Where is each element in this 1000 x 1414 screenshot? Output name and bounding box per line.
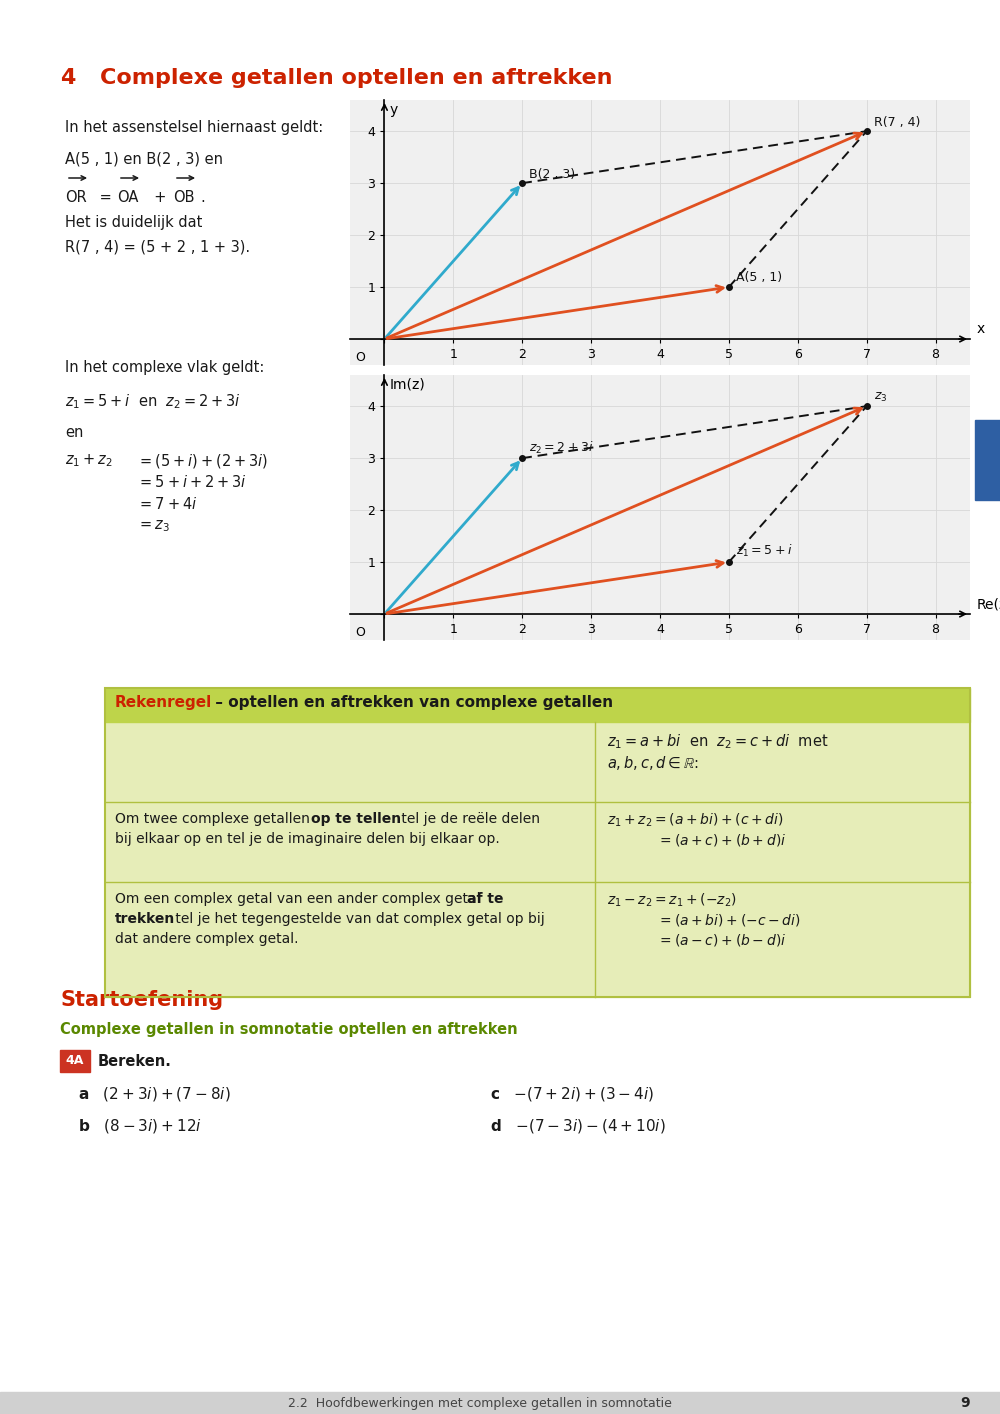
Text: O: O bbox=[355, 351, 365, 363]
Text: Startoefening: Startoefening bbox=[60, 990, 223, 1010]
Text: $\mathbf{d}$   $-(7 - 3i) - (4 + 10i)$: $\mathbf{d}$ $-(7 - 3i) - (4 + 10i)$ bbox=[490, 1117, 666, 1135]
Text: $= 7 + 4i$: $= 7 + 4i$ bbox=[137, 496, 198, 512]
Text: Complexe getallen in somnotatie optellen en aftrekken: Complexe getallen in somnotatie optellen… bbox=[60, 1022, 518, 1036]
Text: O: O bbox=[355, 626, 365, 639]
Bar bbox=[105, 723, 970, 997]
Text: OR: OR bbox=[65, 189, 87, 205]
Text: B(2 , 3): B(2 , 3) bbox=[529, 167, 575, 181]
Text: Het is duidelijk dat: Het is duidelijk dat bbox=[65, 215, 202, 230]
Text: $= z_3$: $= z_3$ bbox=[137, 518, 170, 533]
Text: $z_1 = a + bi$  en  $z_2 = c + di$  met: $z_1 = a + bi$ en $z_2 = c + di$ met bbox=[607, 732, 829, 751]
Text: y: y bbox=[390, 103, 398, 116]
Text: $z_1 + z_2$: $z_1 + z_2$ bbox=[65, 452, 113, 468]
Text: $\mathbf{b}$   $(8 - 3i) + 12i$: $\mathbf{b}$ $(8 - 3i) + 12i$ bbox=[78, 1117, 202, 1135]
Text: $z_3$: $z_3$ bbox=[874, 390, 887, 403]
Text: In het assenstelsel hiernaast geldt:: In het assenstelsel hiernaast geldt: bbox=[65, 120, 323, 134]
Text: In het complexe vlak geldt:: In het complexe vlak geldt: bbox=[65, 361, 264, 375]
Bar bbox=[105, 689, 970, 997]
Bar bbox=[975, 420, 1000, 501]
Text: R(7 , 4): R(7 , 4) bbox=[874, 116, 920, 129]
Text: x: x bbox=[977, 322, 985, 337]
Text: OA: OA bbox=[117, 189, 138, 205]
Text: $z_1 = 5 + i$: $z_1 = 5 + i$ bbox=[736, 543, 792, 560]
Text: tel je het tegengestelde van dat complex getal op bij: tel je het tegengestelde van dat complex… bbox=[171, 912, 545, 926]
Text: en: en bbox=[65, 426, 83, 440]
Text: dat andere complex getal.: dat andere complex getal. bbox=[115, 932, 298, 946]
Text: $= (a - c) + (b - d)i$: $= (a - c) + (b - d)i$ bbox=[657, 932, 786, 947]
Text: bij elkaar op en tel je de imaginaire delen bij elkaar op.: bij elkaar op en tel je de imaginaire de… bbox=[115, 831, 500, 846]
Text: 9: 9 bbox=[960, 1396, 970, 1410]
Text: $z_1 + z_2 = (a + bi) + (c + di)$: $z_1 + z_2 = (a + bi) + (c + di)$ bbox=[607, 812, 784, 830]
Text: tel je de reële delen: tel je de reële delen bbox=[397, 812, 540, 826]
Text: A(5 , 1): A(5 , 1) bbox=[736, 271, 782, 284]
Text: +: + bbox=[145, 189, 176, 205]
Text: Bereken.: Bereken. bbox=[98, 1053, 172, 1069]
Bar bbox=[105, 689, 970, 723]
Text: 4A: 4A bbox=[66, 1055, 84, 1068]
Text: af te: af te bbox=[467, 892, 504, 906]
Bar bbox=[0, 1391, 1000, 1414]
Text: $a, b, c, d \in \mathbb{R}$:: $a, b, c, d \in \mathbb{R}$: bbox=[607, 754, 699, 772]
Text: trekken: trekken bbox=[115, 912, 175, 926]
Text: .: . bbox=[200, 189, 205, 205]
Text: $z_1 = 5 + i$  en  $z_2 = 2 + 3i$: $z_1 = 5 + i$ en $z_2 = 2 + 3i$ bbox=[65, 392, 241, 410]
Text: – optellen en aftrekken van complexe getallen: – optellen en aftrekken van complexe get… bbox=[210, 696, 613, 710]
Text: Re(z): Re(z) bbox=[977, 598, 1000, 611]
Text: Om een complex getal van een ander complex getal: Om een complex getal van een ander compl… bbox=[115, 892, 485, 906]
Text: 2: 2 bbox=[981, 451, 993, 469]
Text: op te tellen: op te tellen bbox=[311, 812, 401, 826]
Text: Om twee complexe getallen: Om twee complexe getallen bbox=[115, 812, 314, 826]
Text: $= 5 + i + 2 + 3i$: $= 5 + i + 2 + 3i$ bbox=[137, 474, 247, 491]
Text: Im(z): Im(z) bbox=[390, 378, 426, 392]
Text: 4: 4 bbox=[60, 68, 75, 88]
Text: $= (a + c) + (b + d)i$: $= (a + c) + (b + d)i$ bbox=[657, 831, 786, 848]
Text: $= (5 + i) + (2 + 3i)$: $= (5 + i) + (2 + 3i)$ bbox=[137, 452, 268, 469]
Text: A(5 , 1) en B(2 , 3) en: A(5 , 1) en B(2 , 3) en bbox=[65, 151, 223, 167]
Text: Complexe getallen optellen en aftrekken: Complexe getallen optellen en aftrekken bbox=[100, 68, 612, 88]
Bar bbox=[60, 1051, 90, 1072]
Text: $\mathbf{c}$   $-(7 + 2i) + (3 - 4i)$: $\mathbf{c}$ $-(7 + 2i) + (3 - 4i)$ bbox=[490, 1085, 654, 1103]
Text: =: = bbox=[95, 189, 116, 205]
Text: $\mathbf{a}$   $(2 + 3i) + (7 - 8i)$: $\mathbf{a}$ $(2 + 3i) + (7 - 8i)$ bbox=[78, 1085, 231, 1103]
Text: R(7 , 4) = (5 + 2 , 1 + 3).: R(7 , 4) = (5 + 2 , 1 + 3). bbox=[65, 240, 250, 255]
Text: 2.2  Hoofdbewerkingen met complexe getallen in somnotatie: 2.2 Hoofdbewerkingen met complexe getall… bbox=[288, 1397, 672, 1410]
Text: $z_1 - z_2 = z_1 + (-z_2)$: $z_1 - z_2 = z_1 + (-z_2)$ bbox=[607, 892, 737, 909]
Text: $z_2 = 2 + 3i$: $z_2 = 2 + 3i$ bbox=[529, 440, 594, 455]
Text: Rekenregel: Rekenregel bbox=[115, 696, 212, 710]
Text: OB: OB bbox=[173, 189, 194, 205]
Text: $= (a + bi) + (-c - di)$: $= (a + bi) + (-c - di)$ bbox=[657, 912, 801, 928]
